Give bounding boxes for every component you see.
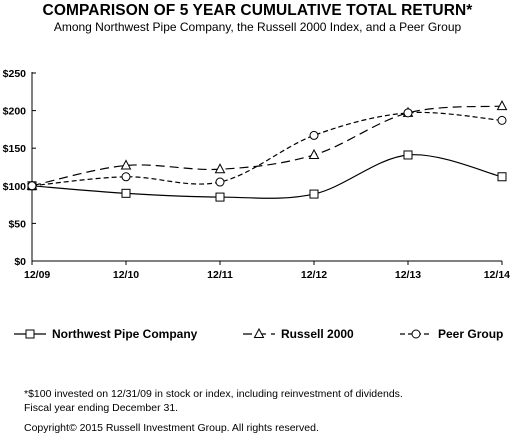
series-point: [27, 181, 37, 191]
copyright-notice: Copyright© 2015 Russell Investment Group…: [24, 422, 319, 434]
chart-title: COMPARISON OF 5 YEAR CUMULATIVE TOTAL RE…: [42, 2, 473, 19]
series-point: [308, 148, 320, 159]
y-tick-label: $250: [3, 68, 27, 80]
series-point: [497, 115, 507, 125]
legend-label: Peer Group: [438, 327, 503, 341]
series-line: [31, 154, 503, 199]
series-point: [121, 172, 131, 182]
x-tick-label: 12/14: [484, 269, 510, 281]
series-point: [403, 150, 413, 160]
x-tick-label: 12/10: [113, 269, 139, 281]
series-line: [31, 105, 503, 187]
y-tick-label: $200: [3, 106, 27, 118]
line-chart: $0 $50 $100 $150 $200 $250 12/09 12/10 12/11 12/1…: [3, 68, 511, 341]
y-tick-label: $50: [8, 218, 26, 230]
series-point: [403, 108, 413, 118]
x-tick-label: 12/13: [395, 269, 421, 281]
series-point: [215, 177, 225, 187]
legend-marker: [25, 329, 35, 339]
x-tick-label: 12/11: [207, 269, 233, 281]
legend-marker: [253, 327, 265, 338]
series-point: [215, 192, 225, 202]
legend-label: Northwest Pipe Company: [52, 327, 198, 341]
y-tick-label: $0: [14, 256, 26, 268]
series-point: [497, 172, 507, 182]
series-point: [309, 189, 319, 199]
series-point: [120, 159, 132, 170]
x-tick-label: 12/12: [301, 269, 327, 281]
legend-marker: [411, 329, 421, 339]
footnote-fiscal-year: Fiscal year ending December 31.: [24, 402, 179, 414]
chart-subtitle: Among Northwest Pipe Company, the Russel…: [53, 20, 462, 34]
series-point: [496, 100, 508, 111]
y-tick-label: $150: [3, 143, 27, 155]
footnote-investment: *$100 invested on 12/31/09 in stock or i…: [24, 388, 403, 400]
series-point: [214, 163, 226, 174]
series-point: [309, 130, 319, 140]
y-tick-label: $100: [3, 181, 27, 193]
legend-label: Russell 2000: [281, 327, 354, 341]
series-point: [121, 188, 131, 198]
series-line: [31, 111, 503, 187]
x-tick-label: 12/09: [24, 269, 50, 281]
